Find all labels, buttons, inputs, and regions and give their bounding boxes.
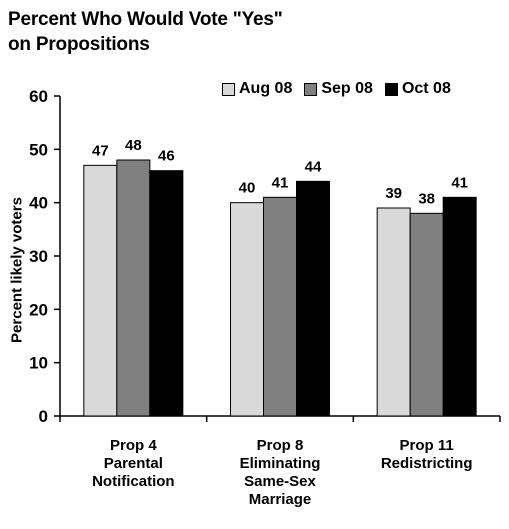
chart-title-line-2: on Propositions [8, 34, 150, 55]
category-label-line: Notification [92, 473, 175, 490]
bar-value-label: 48 [125, 137, 142, 154]
bar [409, 212, 444, 417]
bar [376, 207, 411, 417]
legend-item-sep-08: Sep 08 [304, 80, 373, 98]
y-tick-label: 60 [29, 87, 48, 106]
bar-value-label: 41 [451, 174, 468, 191]
bar-value-label: 39 [385, 185, 402, 202]
legend-swatch-oct-08 [384, 82, 398, 96]
category-label-line: Eliminating [239, 455, 321, 472]
category-label-line: Redistricting [380, 455, 473, 472]
bar [83, 164, 118, 417]
y-tick-label: 40 [29, 194, 48, 213]
chart-legend: Aug 08 Sep 08 Oct 08 [222, 80, 451, 98]
category-label-line: Marriage [248, 491, 312, 508]
category-label-line: Same-Sex [244, 473, 316, 490]
bar [230, 202, 264, 417]
y-tick-label: 0 [39, 407, 48, 426]
bar [116, 159, 151, 417]
category-label: Prop 11 Redistricting [362, 437, 492, 473]
category-label: Prop 8 Eliminating Same-Sex Marriage [215, 437, 345, 509]
chart-title-line-1: Percent Who Would Vote "Yes" [8, 9, 283, 30]
legend-label-sep-08: Sep 08 [321, 80, 373, 97]
chart-title: Percent Who Would Vote "Yes" on Proposit… [8, 7, 283, 57]
bar-value-label: 40 [239, 180, 256, 197]
bar-value-label: 38 [418, 190, 435, 207]
category-label: Prop 4 Parental Notification [68, 437, 198, 491]
bar [442, 196, 477, 417]
category-label-line: Prop 8 [256, 437, 304, 454]
y-tick-label: 50 [29, 140, 48, 159]
legend-item-oct-08: Oct 08 [384, 80, 451, 98]
bar-value-label: 41 [272, 174, 289, 191]
bar-value-label: 44 [305, 158, 322, 175]
category-label-line: Prop 4 [109, 437, 157, 454]
bar [263, 196, 297, 417]
bar-value-label: 46 [158, 148, 175, 165]
legend-swatch-aug-08 [222, 82, 235, 96]
legend-item-aug-08: Aug 08 [222, 80, 292, 98]
legend-swatch-sep-08 [304, 82, 318, 96]
y-tick-label: 30 [29, 247, 48, 266]
bar-value-label: 47 [92, 142, 109, 159]
category-label-line: Parental [103, 455, 163, 472]
bar [296, 180, 330, 417]
y-tick-label: 20 [29, 300, 48, 319]
category-label-line: Prop 11 [399, 437, 454, 454]
legend-label-aug-08: Aug 08 [239, 80, 293, 97]
bar [149, 170, 184, 417]
y-tick-label: 10 [29, 354, 48, 373]
legend-label-oct-08: Oct 08 [401, 80, 451, 97]
